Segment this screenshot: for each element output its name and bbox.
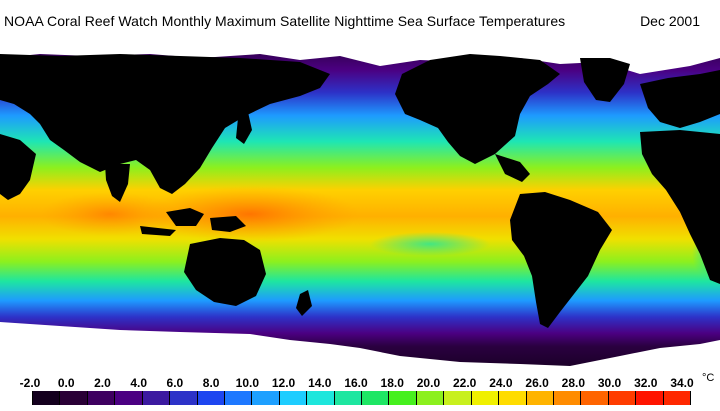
color-swatch bbox=[197, 391, 225, 405]
color-swatch bbox=[32, 391, 61, 405]
color-swatch bbox=[581, 391, 609, 405]
land-masses bbox=[0, 54, 720, 328]
legend-tick: 12.0 bbox=[271, 376, 296, 390]
color-swatch bbox=[142, 391, 171, 405]
legend-tick: 6.0 bbox=[166, 376, 184, 390]
legend-tick: 22.0 bbox=[452, 376, 477, 390]
color-swatch bbox=[307, 391, 335, 405]
antarctica bbox=[0, 322, 720, 369]
color-swatch bbox=[362, 391, 390, 405]
color-scale-bar bbox=[32, 391, 692, 405]
sst-world-map bbox=[0, 44, 720, 369]
color-swatch bbox=[115, 391, 143, 405]
legend-tick: 8.0 bbox=[202, 376, 220, 390]
cold-tongue bbox=[370, 232, 490, 256]
color-swatch bbox=[252, 391, 280, 405]
legend-tick: 2.0 bbox=[94, 376, 111, 390]
map-date: Dec 2001 bbox=[640, 13, 700, 29]
legend-tick: -2.0 bbox=[19, 376, 41, 390]
color-swatch bbox=[170, 391, 198, 405]
legend-tick: 32.0 bbox=[634, 376, 658, 390]
title-bar: NOAA Coral Reef Watch Monthly Maximum Sa… bbox=[0, 0, 720, 44]
color-swatch bbox=[87, 391, 116, 405]
map-title: NOAA Coral Reef Watch Monthly Maximum Sa… bbox=[4, 13, 566, 29]
warm-pool bbox=[140, 186, 360, 242]
temperature-legend: °C -2.0 0.0 2.0 4.0 6.0 8.0 10.0 12.0 14.0 16.0 18… bbox=[0, 369, 720, 411]
legend-tick: 16.0 bbox=[344, 376, 368, 390]
color-swatch bbox=[636, 391, 664, 405]
color-swatch bbox=[526, 391, 555, 405]
legend-tick: 20.0 bbox=[416, 376, 441, 390]
legend-tick: 10.0 bbox=[235, 376, 260, 390]
color-swatch bbox=[499, 391, 527, 405]
legend-tick: 4.0 bbox=[130, 376, 147, 390]
warm-pool-indian bbox=[40, 192, 180, 236]
color-swatch bbox=[608, 391, 637, 405]
color-swatch bbox=[60, 391, 88, 405]
legend-tick: 34.0 bbox=[670, 376, 694, 390]
color-swatch bbox=[416, 391, 445, 405]
legend-tick: 28.0 bbox=[561, 376, 586, 390]
legend-tick: 14.0 bbox=[308, 376, 332, 390]
color-swatch bbox=[279, 391, 308, 405]
color-swatch bbox=[471, 391, 500, 405]
color-swatch bbox=[444, 391, 472, 405]
legend-tick: 0.0 bbox=[57, 376, 75, 390]
legend-tick: 24.0 bbox=[489, 376, 513, 390]
color-swatch bbox=[389, 391, 417, 405]
color-swatch bbox=[334, 391, 363, 405]
color-swatch bbox=[224, 391, 253, 405]
legend-tick: 18.0 bbox=[380, 376, 404, 390]
color-swatch bbox=[554, 391, 582, 405]
arctic-ice bbox=[0, 44, 720, 74]
legend-tick: 30.0 bbox=[597, 376, 622, 390]
color-swatch bbox=[663, 391, 692, 405]
legend-unit: °C bbox=[702, 372, 715, 384]
legend-tick: 26.0 bbox=[525, 376, 549, 390]
